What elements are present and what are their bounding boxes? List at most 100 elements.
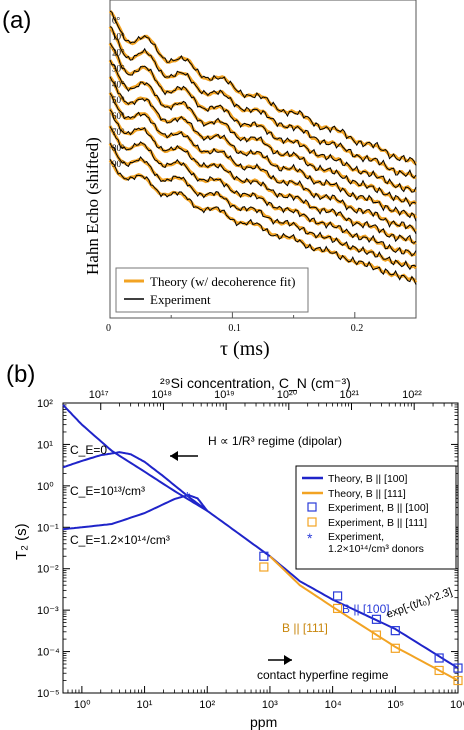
annotation-ce0: C_E=0 [70,443,107,457]
panel-b-ticks: 10⁰ 10¹ 10² 10³ 10⁴ 10⁵ 10⁶ 10¹⁷ 10¹⁸ 10¹⁹ 10²⁰ 10²… [37,389,464,711]
experiment-square-marker [434,665,444,676]
experiment-square-marker [453,663,463,673]
experiment-star-marker: * [184,489,190,506]
panel-a-traces [108,10,418,285]
y-tick-label: 10⁻¹ [37,522,59,534]
panel-a-y-axis-label: Hahn Echo (shifted) [83,137,102,275]
y-tick-label: 10⁻⁵ [37,688,60,700]
experiment-trace [109,142,417,271]
panel-a-label: (a) [2,7,31,34]
bottom-tick-label: 10³ [262,699,278,711]
theory-curve [62,404,459,669]
annotation-b111: B || [111] [282,621,328,635]
experiment-trace [109,158,417,285]
panel-a-x-axis-label: τ (ms) [220,338,270,360]
y-tick-label: 10⁰ [37,481,54,493]
y-tick-label: 10⁻⁴ [37,647,60,659]
top-tick-label: 10²¹ [339,389,359,401]
experiment-trace [109,126,417,257]
legend-theory-label: Theory (w/ decoherence fit) [150,274,295,289]
bottom-tick-label: 10⁶ [450,699,464,711]
experiment-square-marker [434,653,444,663]
legend-theory-100-label: Theory, B || [100] [328,473,407,485]
angle-label: 90° [112,159,125,169]
experiment-square-marker [371,630,382,640]
experiment-square-marker [332,603,343,614]
annotation-dipolar: H ∝ 1/R³ regime (dipolar) [208,434,342,448]
theory-curve [62,493,208,531]
experiment-square-marker [390,626,400,636]
panel-a-x-tick-label: 0.1 [228,323,241,334]
panel-a-angle-labels: 0° 10° 20° 30° 40° 50° 60° 70° 80° 90° [112,16,125,169]
experiment-square-marker [371,614,382,624]
panel-b-legend: Theory, B || [100] Theory, B || [111] Ex… [295,465,457,570]
arrow-left-icon [170,451,198,461]
panel-b-top-axis-label: ²⁹Si concentration, C_N (cm⁻³) [160,375,351,391]
experiment-square-marker [390,643,400,653]
top-tick-label: 10²⁰ [277,389,298,401]
experiment-square-marker [332,591,343,601]
panel-a-legend: Theory (w/ decoherence fit) Experiment [115,267,309,313]
annotation-ce13: C_E=10¹³/cm³ [70,484,145,498]
annotation-b100: B || [100] [342,602,390,616]
legend-exp-donor-label-line: 1.2×10¹⁴/cm³ donors [328,543,424,555]
experiment-trace [109,10,417,166]
legend-exp-111-marker [307,517,317,527]
experiment-trace [109,109,417,244]
theory-trace [108,91,417,233]
annotation-contact: contact hyperfine regime [257,668,389,682]
legend-exp-111-label: Experiment, B || [111] [328,517,427,529]
experiment-trace [109,42,417,193]
legend-theory-111-label: Theory, B || [111] [328,488,406,500]
y-tick-label: 10² [37,398,53,410]
legend-exp-donor-label: Experiment, 1.2×10¹⁴/cm³ donors [328,531,424,555]
panel-b-curves [62,404,459,682]
theory-trace [108,142,418,270]
annotation-exp: exp[-(t/t₀)^2.3] [385,586,454,621]
top-tick-label: 10¹⁸ [151,389,172,401]
legend-exp-100-label: Experiment, B || [100] [328,502,429,514]
panel-a-x-ticks: 0 0.1 0.2 [106,312,363,334]
top-tick-label: 10¹⁷ [89,389,109,401]
arrow-right-icon [268,655,292,665]
angle-label: 40° [112,79,125,89]
top-tick-label: 10²² [402,389,422,401]
experiment-trace [109,76,417,222]
panel-b-y-axis-label: T₂ (s) [13,523,30,560]
experiment-square-marker [453,675,463,686]
top-tick-label: 10¹⁹ [214,389,235,401]
experiment-square-marker [259,562,269,572]
panel-b-x-axis-label: ppm [250,714,277,730]
annotation-ce14: C_E=1.2×10¹⁴/cm³ [70,533,170,547]
y-tick-label: 10⁻³ [37,605,59,617]
panel-b-label: (b) [6,361,35,388]
experiment-trace [109,59,417,208]
angle-label: 30° [112,63,125,73]
bottom-tick-label: 10⁴ [325,699,342,711]
panel-b-points: * [184,489,463,686]
bottom-tick-label: 10⁰ [74,699,91,711]
y-tick-label: 10¹ [37,439,53,451]
angle-label: 10° [112,32,125,42]
legend-exp-donor-label-line: Experiment, [328,531,384,543]
y-tick-label: 10⁻² [37,564,59,576]
bottom-tick-label: 10¹ [137,699,153,711]
legend-experiment-label: Experiment [150,292,211,307]
angle-label: 0° [112,16,121,26]
angle-label: 80° [112,143,125,153]
angle-label: 50° [112,95,125,105]
legend-exp-donor-marker: * [307,530,313,546]
experiment-square-marker [259,551,269,561]
angle-label: 70° [112,127,125,137]
angle-label: 20° [112,47,125,57]
legend-exp-100-marker [307,502,317,512]
bottom-tick-label: 10⁵ [387,699,404,711]
theory-curve [269,555,459,682]
panel-a-x-tick-label: 0.2 [351,323,364,334]
bottom-tick-label: 10² [199,699,215,711]
panel-a-x-tick-label: 0 [106,323,111,334]
experiment-trace [109,92,417,235]
experiment-trace [109,26,417,179]
theory-curve [62,451,208,512]
